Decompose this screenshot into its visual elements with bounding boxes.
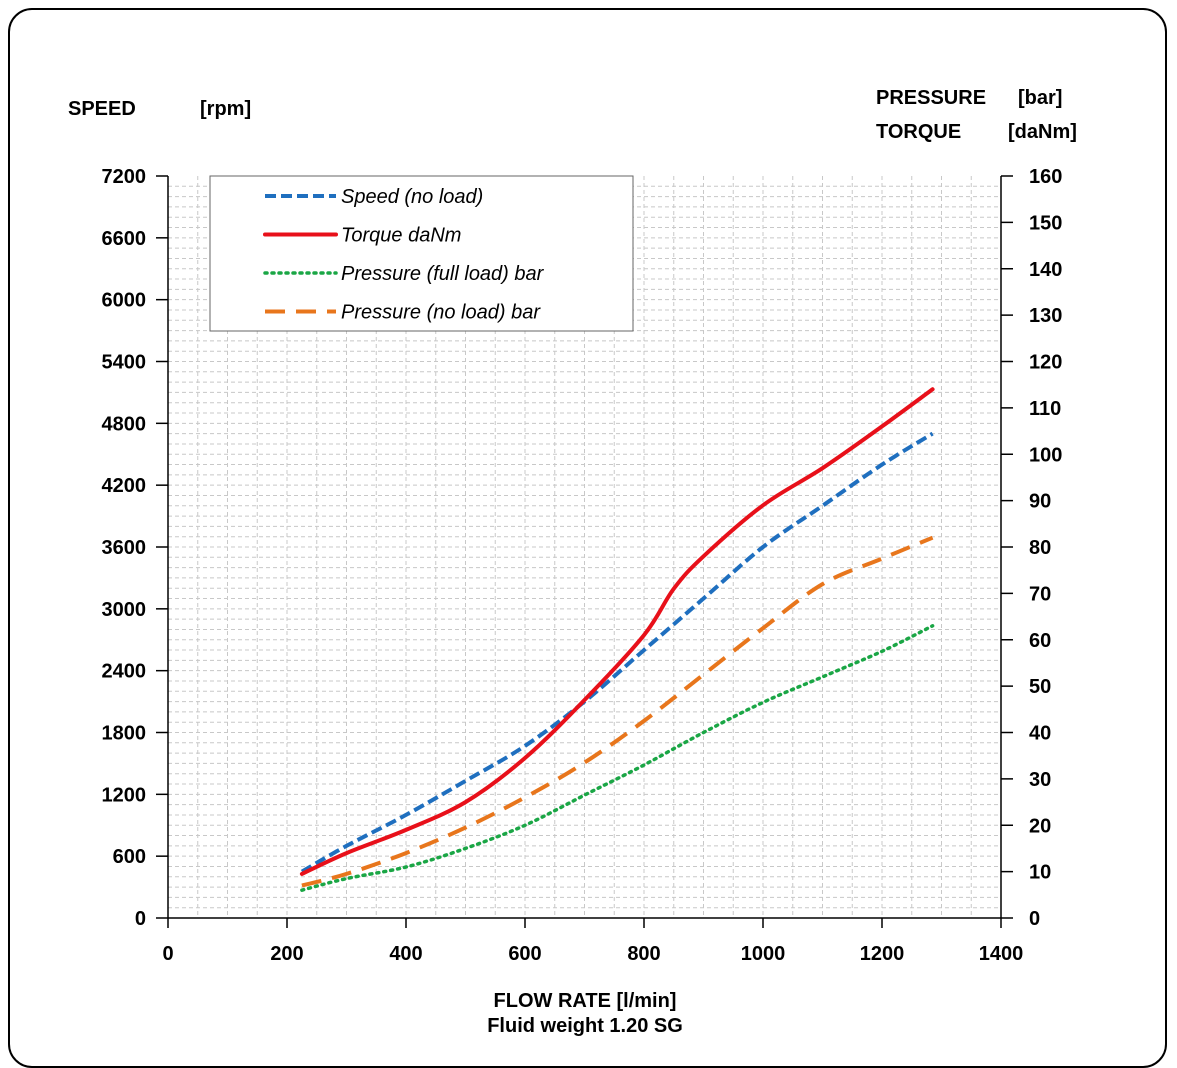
left-tick-label: 4200: [102, 475, 147, 497]
left-tick-label: 3000: [102, 599, 147, 621]
x-tick-label: 200: [270, 943, 303, 965]
right-tick-label: 30: [1029, 769, 1051, 791]
right-axis-title-1: PRESSURE: [876, 87, 986, 109]
right-tick-label: 60: [1029, 630, 1051, 652]
right-tick-label: 50: [1029, 676, 1051, 698]
legend-box: [209, 175, 634, 332]
right-tick-label: 100: [1029, 444, 1062, 466]
left-tick-label: 600: [113, 846, 146, 868]
legend-label-2: Torque daNm: [341, 225, 461, 247]
left-tick-label: 7200: [102, 166, 147, 188]
x-tick-label: 1400: [979, 943, 1024, 965]
right-tick-label: 10: [1029, 862, 1051, 884]
x-tick-label: 600: [508, 943, 541, 965]
legend-label-4: Pressure (no load) bar: [341, 302, 541, 324]
right-axis-title-2: TORQUE: [876, 121, 961, 143]
right-tick-label: 70: [1029, 583, 1051, 605]
right-tick-label: 20: [1029, 815, 1051, 837]
right-tick-label: 0: [1029, 908, 1040, 930]
left-axis-unit: [rpm]: [200, 98, 251, 120]
right-tick-label: 40: [1029, 723, 1051, 745]
axes: [156, 175, 1013, 928]
x-tick-label: 0: [162, 943, 173, 965]
x-tick-label: 1200: [860, 943, 905, 965]
left-tick-label: 5400: [102, 352, 147, 374]
tick-labels: 0600120018002400300036004200480054006000…: [102, 166, 1063, 965]
legend-label-3: Pressure (full load) bar: [341, 263, 545, 285]
series-line-1: [300, 431, 934, 874]
left-tick-label: 6600: [102, 228, 147, 250]
right-tick-label: 90: [1029, 491, 1051, 513]
x-axis-subtitle: Fluid weight 1.20 SG: [487, 1015, 683, 1037]
right-tick-label: 160: [1029, 166, 1062, 188]
left-tick-label: 1200: [102, 784, 147, 806]
left-tick-label: 3600: [102, 537, 147, 559]
left-tick-label: 0: [135, 908, 146, 930]
right-tick-label: 150: [1029, 212, 1062, 234]
left-tick-label: 1800: [102, 723, 147, 745]
right-tick-label: 130: [1029, 305, 1062, 327]
left-tick-label: 6000: [102, 290, 147, 312]
x-tick-label: 1000: [741, 943, 786, 965]
legend: Speed (no load) Torque daNm Pressure (full…: [209, 175, 634, 332]
x-axis-title: FLOW RATE [l/min]: [494, 990, 677, 1012]
right-axis-unit-1: [bar]: [1018, 87, 1062, 109]
left-axis-title: SPEED: [68, 98, 136, 120]
series-line-3: [300, 624, 935, 892]
right-tick-label: 140: [1029, 259, 1062, 281]
right-tick-label: 110: [1029, 398, 1061, 420]
x-tick-label: 400: [389, 943, 422, 965]
right-axis-unit-2: [daNm]: [1008, 121, 1077, 143]
series-line-2: [299, 387, 935, 876]
series-line-4: [301, 535, 934, 888]
right-tick-label: 80: [1029, 537, 1051, 559]
x-tick-label: 800: [627, 943, 660, 965]
left-tick-label: 4800: [102, 413, 147, 435]
right-tick-label: 120: [1029, 352, 1062, 374]
series-lines: [299, 387, 935, 892]
left-tick-label: 2400: [102, 661, 147, 683]
legend-label-1: Speed (no load): [341, 186, 483, 208]
